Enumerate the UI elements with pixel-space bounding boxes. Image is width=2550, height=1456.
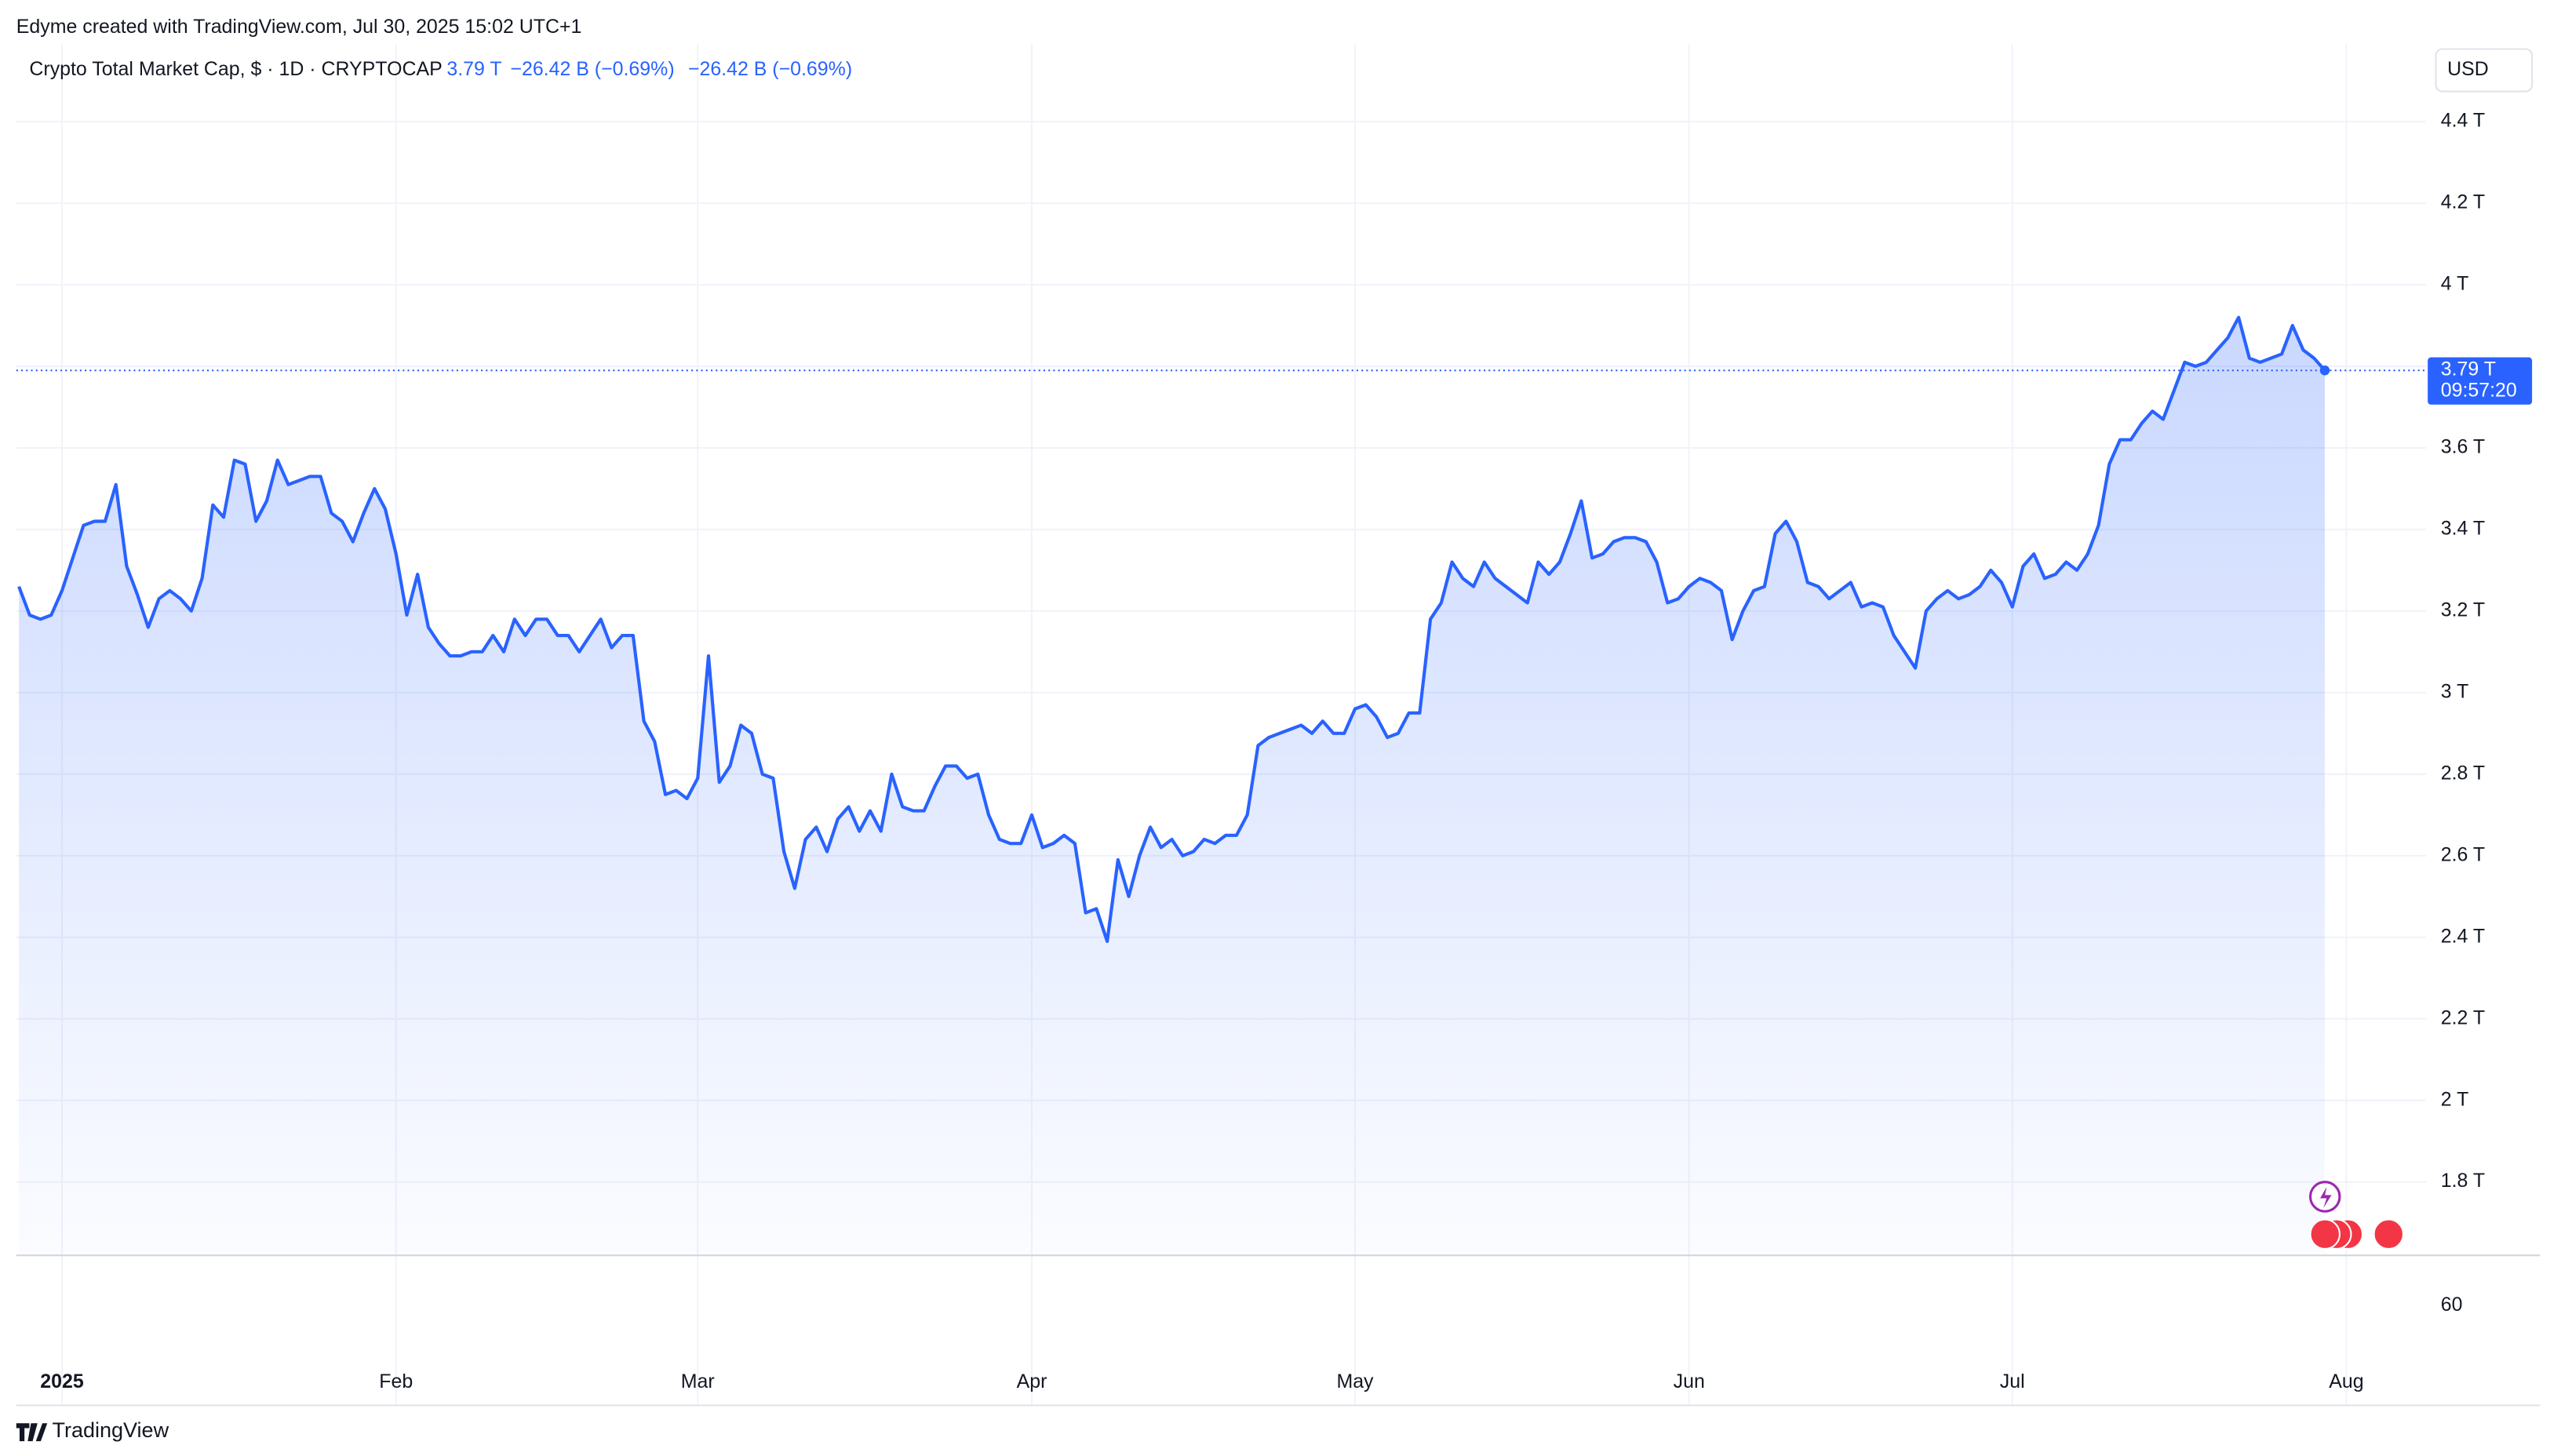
price-tag-value: 3.79 T [2441, 359, 2496, 380]
y-tick-label: 3.6 T [2441, 436, 2485, 458]
price-tag-countdown: 09:57:20 [2441, 380, 2517, 402]
y-tick-label: 3 T [2441, 680, 2469, 702]
y-tick-label: 4.4 T [2441, 110, 2485, 132]
y-tick-label: 4 T [2441, 273, 2469, 295]
event-icons[interactable] [2308, 1181, 2405, 1250]
y-tick-label: 2.6 T [2441, 843, 2485, 865]
y-tick-label: 4.2 T [2441, 191, 2485, 213]
x-tick-label: Apr [1017, 1370, 1047, 1392]
event-flag[interactable] [2373, 1218, 2405, 1250]
y-tick-label: 3.4 T [2441, 517, 2485, 539]
currency[interactable]: USD [2447, 58, 2489, 80]
x-tick-label: May [1336, 1370, 1374, 1392]
footer-brand: TradingView [52, 1418, 169, 1442]
currency-box[interactable] [2435, 48, 2534, 93]
x-tick-label: Aug [2329, 1370, 2363, 1392]
y-tick-label: 2 T [2441, 1088, 2469, 1110]
x-tick-label: Jul [2000, 1370, 2025, 1392]
x-tick-label: Mar [681, 1370, 715, 1392]
area-fill [19, 317, 2325, 1256]
price-line [17, 315, 2326, 944]
x-tick-label: 2025 [40, 1370, 84, 1392]
y-tick-label: 1.8 T [2441, 1170, 2485, 1192]
symbol-title: Crypto Total Market Cap, $ · 1D · CRYPTO… [29, 58, 442, 80]
tv-logo [16, 1423, 48, 1442]
legend-last: 3.79 T [446, 58, 501, 80]
price-tag [2428, 357, 2533, 405]
event-flag[interactable] [2309, 1218, 2341, 1250]
y-tick-label: 2.2 T [2441, 1006, 2485, 1028]
credit: Edyme created with TradingView.com, Jul … [16, 16, 582, 38]
last-point [2319, 365, 2330, 376]
legend-change-2: −26.42 B (−0.69%) [688, 58, 852, 80]
y-tick-label: 2.8 T [2441, 762, 2485, 784]
event-bolt [2320, 1186, 2332, 1208]
legend-change: −26.42 B (−0.69%) [510, 58, 674, 80]
x-tick-label: Feb [379, 1370, 413, 1392]
y-tick-label: 3.2 T [2441, 599, 2485, 621]
y-tick-label: 2.4 T [2441, 925, 2485, 947]
volume-tick-label: 60 [2441, 1294, 2463, 1316]
x-tick-label: Jun [1674, 1370, 1705, 1392]
